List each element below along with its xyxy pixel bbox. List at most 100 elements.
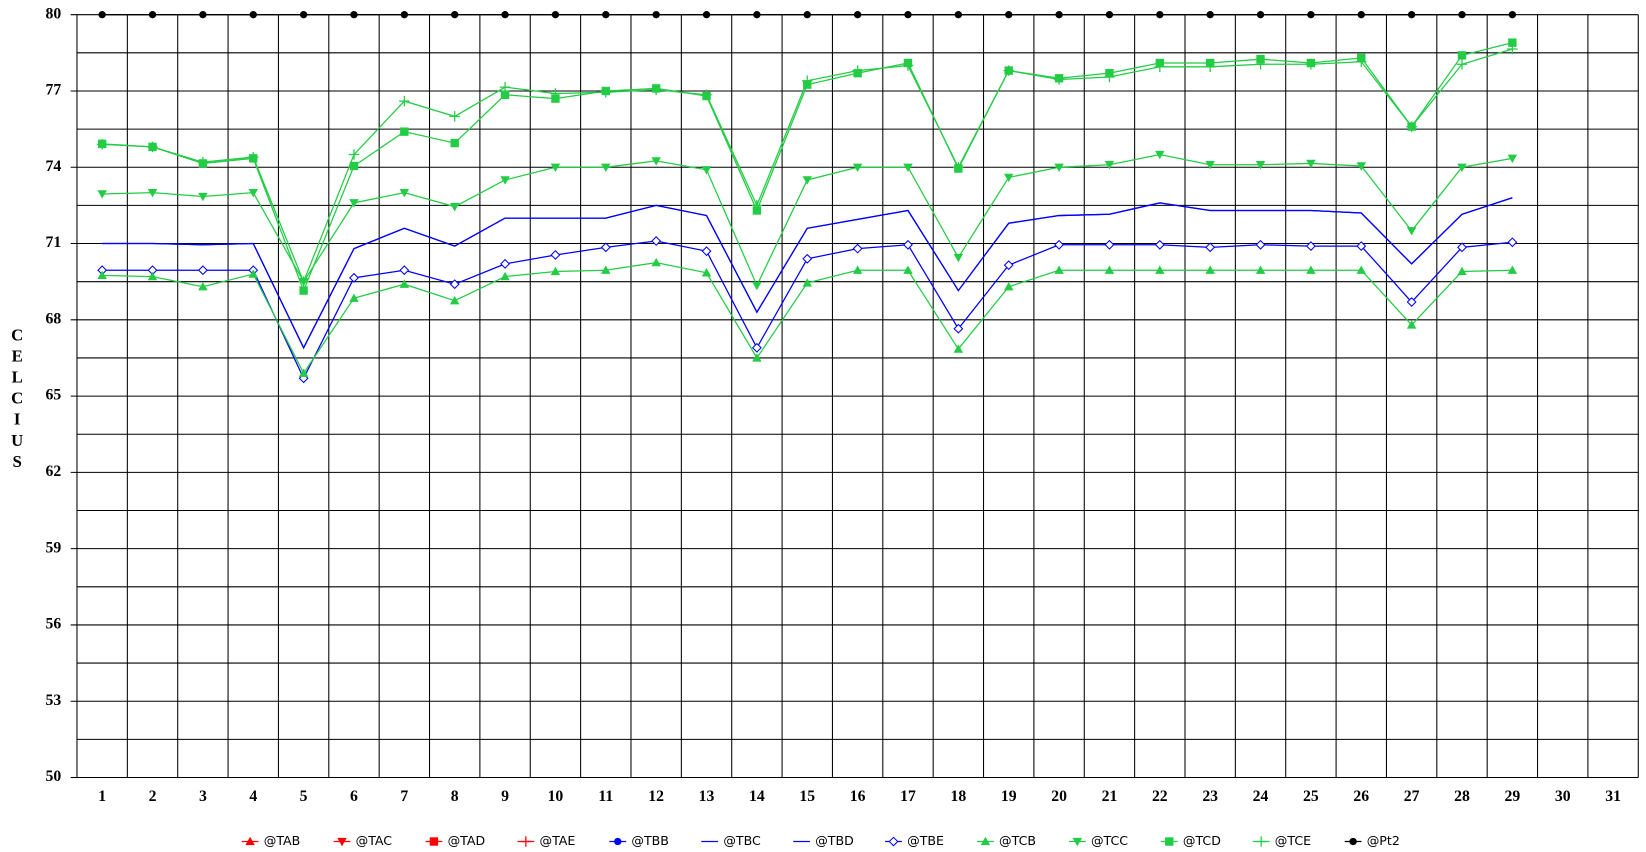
marker — [97, 270, 107, 279]
y-axis-label: CELCIUS — [8, 325, 27, 473]
marker — [1406, 320, 1417, 329]
marker — [802, 278, 812, 287]
marker — [1457, 266, 1467, 276]
series — [97, 236, 1518, 384]
marker — [147, 141, 158, 153]
x-tick-label: 29 — [1505, 788, 1521, 805]
marker — [1003, 282, 1014, 291]
legend-item: @TBB — [609, 833, 669, 848]
marker — [249, 11, 257, 19]
legend-marker — [1165, 837, 1174, 846]
x-tick-label: 1 — [98, 788, 106, 805]
marker — [802, 253, 813, 264]
marker — [1053, 74, 1065, 85]
marker — [399, 279, 410, 288]
legend-item: @TAD — [425, 833, 485, 848]
y-tick-label: 56 — [46, 616, 62, 633]
marker — [1458, 11, 1466, 19]
y-tick-label: 71 — [46, 234, 62, 251]
legend-item: @TBD — [793, 833, 854, 848]
legend-label: @TCC — [1091, 833, 1128, 848]
marker — [1507, 265, 1518, 274]
legend-marker — [1072, 837, 1083, 847]
marker — [1104, 265, 1115, 274]
legend-marker — [980, 836, 991, 846]
y-tick-label: 77 — [46, 82, 62, 99]
legend-marker — [614, 837, 622, 846]
x-tick-label: 6 — [350, 788, 358, 805]
marker — [600, 86, 612, 98]
series — [96, 43, 1518, 287]
marker — [399, 95, 410, 107]
marker — [349, 272, 359, 283]
marker — [1305, 241, 1316, 252]
series-line — [102, 197, 1513, 350]
marker — [600, 242, 611, 253]
marker — [802, 75, 813, 87]
marker — [651, 236, 662, 246]
marker — [147, 271, 158, 281]
marker — [1055, 11, 1063, 19]
legend-label: @TBE — [907, 833, 944, 848]
marker — [753, 11, 761, 19]
series — [102, 197, 1513, 350]
marker — [702, 11, 711, 19]
x-tick-label: 20 — [1051, 788, 1067, 805]
x-tick-label: 5 — [300, 788, 308, 805]
marker — [1357, 11, 1365, 19]
marker — [98, 11, 106, 19]
marker — [1507, 43, 1518, 55]
series — [97, 257, 1518, 377]
legend-label: @TBD — [815, 833, 854, 848]
legend-marker — [1255, 836, 1267, 847]
marker — [1457, 51, 1467, 60]
marker — [953, 344, 964, 353]
x-tick-label: 17 — [900, 788, 916, 805]
marker — [903, 163, 913, 172]
marker — [1457, 242, 1467, 253]
marker — [500, 258, 511, 269]
marker — [1255, 59, 1266, 70]
marker — [348, 149, 360, 160]
marker — [550, 163, 561, 172]
marker — [953, 253, 964, 263]
marker — [449, 279, 460, 290]
legend-item: @Pt2 — [1344, 833, 1400, 848]
marker — [1407, 11, 1416, 19]
marker — [1456, 59, 1468, 70]
x-tick-label: 2 — [149, 788, 157, 805]
x-tick-label: 18 — [950, 788, 966, 805]
x-tick-label: 16 — [850, 788, 866, 805]
marker — [197, 265, 208, 276]
marker — [1104, 161, 1115, 170]
marker — [1054, 163, 1064, 172]
marker — [652, 11, 660, 19]
marker — [449, 202, 460, 212]
legend-item: @TCB — [977, 833, 1036, 848]
marker — [299, 286, 308, 295]
marker — [903, 265, 913, 274]
marker — [1003, 260, 1014, 271]
marker — [96, 139, 108, 150]
marker — [1306, 159, 1316, 169]
marker — [1005, 11, 1013, 19]
marker — [1305, 59, 1317, 70]
x-tick-label: 8 — [451, 788, 459, 805]
marker — [904, 11, 912, 19]
marker — [1255, 239, 1266, 250]
marker — [903, 239, 913, 250]
marker — [1155, 265, 1165, 274]
marker — [650, 84, 662, 95]
x-tick-label: 12 — [648, 788, 664, 805]
x-tick-label: 9 — [501, 788, 509, 805]
legend-label: @TAE — [539, 833, 575, 848]
marker — [651, 157, 661, 166]
marker — [601, 163, 611, 172]
legend-label: @TBC — [723, 833, 761, 848]
marker — [852, 265, 863, 274]
marker — [1457, 163, 1467, 172]
x-tick-label: 14 — [749, 788, 765, 805]
marker — [248, 269, 258, 278]
